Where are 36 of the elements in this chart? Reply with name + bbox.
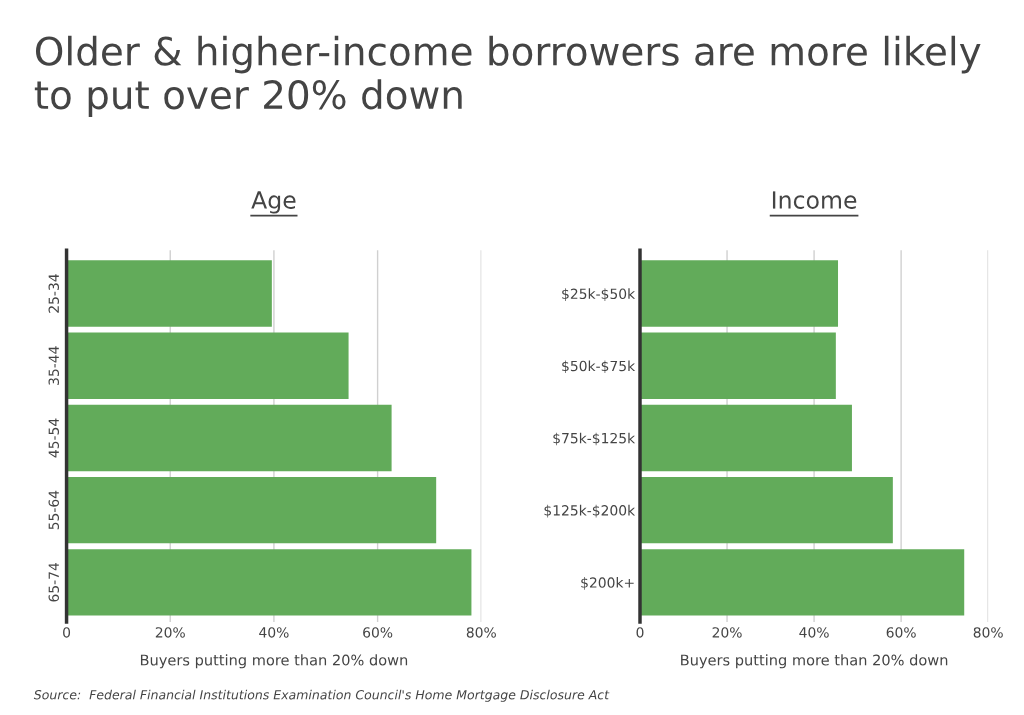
- x-tick-label: 80%: [973, 627, 1003, 638]
- x-tick-label: 20%: [712, 627, 742, 638]
- bar: [640, 404, 852, 472]
- text: Older & higher-income borrowers are more likely to put over 20% down: [34, 35, 981, 117]
- y-tick-label: $75k-$125k: [553, 432, 636, 446]
- x-tick-label: 0: [636, 627, 644, 638]
- bar: [66, 332, 349, 399]
- y-tick-label: $25k-$50k: [562, 288, 636, 301]
- x-axis-title: Buyers putting more than 20% down: [681, 654, 948, 669]
- x-tick-label: 40%: [799, 627, 829, 638]
- bar: [66, 260, 272, 327]
- y-tick-label: $125k-$200k: [544, 504, 636, 518]
- x-tick-label: 80%: [466, 627, 496, 638]
- x-tick-label: 40%: [259, 627, 289, 638]
- bar: [66, 476, 437, 544]
- x-axis-title: Buyers putting more than 20% down: [140, 654, 408, 669]
- y-tick-label: 55-64: [48, 490, 60, 530]
- y-tick-label: 25-34: [48, 274, 60, 313]
- y-tick-label: 35-44: [48, 346, 60, 385]
- x-tick-label: 0: [63, 627, 71, 638]
- chart-title: Income: [772, 191, 857, 209]
- bar: [66, 404, 392, 472]
- y-tick-label: $200k+: [581, 577, 634, 590]
- y-tick-label: 65-74: [48, 562, 60, 602]
- y-tick-label: 45-54: [48, 418, 60, 458]
- x-tick-label: 60%: [886, 627, 916, 638]
- chart-title: Age: [251, 191, 296, 214]
- bar: [640, 332, 836, 399]
- bar: [640, 476, 893, 544]
- x-tick-label: 60%: [363, 627, 393, 638]
- bar: [640, 260, 839, 327]
- bar: [66, 549, 472, 616]
- bar: [640, 549, 965, 616]
- source-note: Source: Federal Financial Institutions Examination Council's Home Mortgage Disclosure Act: [33, 689, 610, 702]
- y-tick-label: $50k-$75k: [562, 360, 636, 374]
- x-tick-label: 20%: [155, 627, 185, 638]
